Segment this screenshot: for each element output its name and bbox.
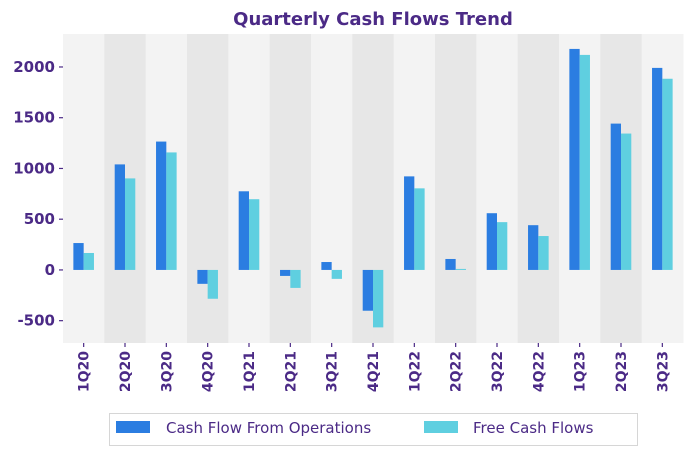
bar-cash-flow-operations: [486, 213, 497, 270]
x-tick-label: 2Q21: [283, 351, 299, 392]
bar-free-cash-flow: [83, 252, 94, 270]
bar-free-cash-flow: [414, 188, 425, 270]
x-tick-label: 2Q20: [118, 351, 134, 392]
x-tick-label: 2Q23: [614, 351, 630, 392]
y-tick-label: 500: [24, 210, 55, 228]
bar-cash-flow-operations: [362, 269, 373, 311]
bar-cash-flow-operations: [156, 141, 167, 270]
legend-label-fcf: Free Cash Flows: [473, 419, 594, 437]
legend-label-cfo: Cash Flow From Operations: [166, 419, 371, 437]
bar-cash-flow-operations: [114, 164, 125, 270]
x-tick-label: 4Q20: [201, 351, 217, 392]
bar-free-cash-flow: [249, 199, 260, 270]
bar-free-cash-flow: [125, 178, 136, 270]
x-tick-label: 1Q21: [242, 351, 258, 392]
y-tick-label: 0: [45, 261, 55, 279]
background-band: [63, 34, 105, 343]
y-tick-label: 1000: [13, 159, 55, 177]
y-axis: -500 0 500 1000 1500 2000: [13, 58, 63, 330]
bar-free-cash-flow: [455, 268, 466, 270]
bar-cash-flow-operations: [445, 258, 456, 270]
legend: Cash Flow From Operations Free Cash Flow…: [109, 413, 638, 446]
bar-cash-flow-operations: [652, 67, 663, 270]
bar-cash-flow-operations: [197, 269, 208, 284]
x-tick-label: 3Q21: [325, 351, 341, 392]
x-tick-label: 2Q22: [449, 351, 465, 392]
bar-free-cash-flow: [497, 222, 508, 270]
x-tick-label: 1Q20: [77, 351, 93, 392]
x-tick-label: 1Q23: [573, 351, 589, 392]
chart-title: Quarterly Cash Flows Trend: [233, 9, 513, 30]
x-tick-label: 3Q20: [159, 351, 175, 392]
bar-cash-flow-operations: [280, 269, 291, 276]
bar-free-cash-flow: [373, 269, 384, 328]
bar-cash-flow-operations: [528, 225, 539, 270]
background-band: [311, 34, 353, 343]
y-tick-label: -500: [17, 312, 55, 330]
background-band: [517, 34, 560, 343]
x-tick-label: 3Q22: [490, 351, 506, 392]
bar-free-cash-flow: [290, 269, 301, 288]
background-band: [228, 34, 271, 343]
bar-free-cash-flow: [621, 133, 632, 270]
x-tick-label: 4Q22: [531, 351, 547, 392]
background-band: [476, 34, 519, 343]
bars: [73, 48, 673, 328]
bar-cash-flow-operations: [569, 48, 580, 270]
bar-cash-flow-operations: [321, 262, 332, 270]
bar-free-cash-flow: [538, 236, 549, 270]
legend-swatch-cfo: [116, 421, 150, 433]
y-tick-label: 2000: [13, 58, 55, 76]
background-band: [435, 34, 477, 343]
bar-free-cash-flow: [207, 269, 218, 299]
y-tick-label: 1500: [13, 109, 55, 127]
x-tick-label: 3Q23: [655, 351, 671, 392]
bar-free-cash-flow: [331, 269, 342, 279]
x-tick-label: 1Q22: [407, 351, 423, 392]
x-axis: 1Q20 2Q20 3Q20 4Q20 1Q21 2Q21 3Q21 4Q21 1Q22 2Q22…: [77, 343, 671, 392]
bar-free-cash-flow: [579, 54, 590, 270]
background-band: [269, 34, 312, 343]
legend-box: [109, 413, 638, 446]
bar-free-cash-flow: [662, 78, 673, 270]
bar-cash-flow-operations: [404, 176, 415, 270]
bar-cash-flow-operations: [238, 191, 249, 270]
bar-cash-flow-operations: [73, 243, 84, 270]
bar-cash-flow-operations: [610, 123, 621, 270]
legend-swatch-fcf: [424, 421, 458, 433]
bar-free-cash-flow: [166, 152, 177, 270]
x-tick-label: 4Q21: [366, 351, 382, 392]
